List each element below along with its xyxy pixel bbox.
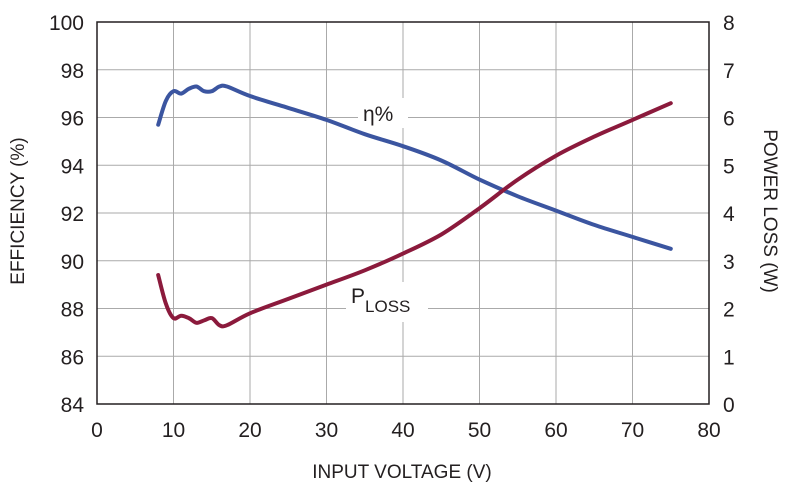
y-left-tick-label: 84 xyxy=(61,394,85,417)
y-left-tick-label: 92 xyxy=(61,203,84,226)
ploss-curve-label: PLOSS xyxy=(351,285,410,316)
y-left-tick-label: 96 xyxy=(61,108,84,131)
y-left-tick-label: 86 xyxy=(61,346,84,369)
y-right-tick-labels: 0 1 2 3 4 5 6 7 8 xyxy=(723,12,735,417)
x-tick-label: 30 xyxy=(315,419,338,442)
y-right-tick-label: 6 xyxy=(723,108,735,131)
y-left-tick-label: 90 xyxy=(61,251,84,274)
x-tick-label: 80 xyxy=(697,419,720,442)
y-right-tick-label: 5 xyxy=(723,155,735,178)
plot-frame xyxy=(96,21,710,405)
x-tick-labels: 0 10 20 30 40 50 60 70 80 xyxy=(91,419,721,442)
ploss-label-bg xyxy=(346,282,428,322)
eta-label-bg xyxy=(358,98,408,128)
efficiency-series-line xyxy=(156,83,673,251)
y-right-axis-title: POWER LOSS (W) xyxy=(759,129,780,293)
y-right-tick-label: 0 xyxy=(723,394,735,417)
x-axis-title: INPUT VOLTAGE (V) xyxy=(312,462,491,483)
y-right-tick-label: 8 xyxy=(723,12,735,35)
y-left-axis-title: EFFICIENCY (%) xyxy=(8,137,29,284)
x-tick-label: 50 xyxy=(468,419,491,442)
y-right-tick-label: 4 xyxy=(723,203,735,226)
y-right-tick-label: 7 xyxy=(723,60,735,83)
x-tick-label: 70 xyxy=(621,419,644,442)
x-tick-label: 10 xyxy=(162,419,185,442)
grid-lines xyxy=(96,21,710,405)
y-left-tick-label: 98 xyxy=(61,60,84,83)
y-left-tick-label: 100 xyxy=(49,12,84,35)
eta-curve-label: η% xyxy=(363,103,393,126)
y-left-tick-label: 94 xyxy=(61,155,85,178)
y-right-tick-label: 2 xyxy=(723,299,735,322)
x-tick-label: 60 xyxy=(544,419,567,442)
y-left-tick-label: 88 xyxy=(61,299,84,322)
x-tick-label: 0 xyxy=(91,419,103,442)
x-tick-label: 40 xyxy=(391,419,414,442)
power-loss-series-line xyxy=(156,101,673,329)
x-tick-label: 20 xyxy=(238,419,261,442)
y-right-tick-label: 1 xyxy=(723,346,735,369)
y-right-tick-label: 3 xyxy=(723,251,735,274)
series-layer xyxy=(156,83,673,329)
y-left-tick-labels: 84 86 88 90 92 94 96 98 100 xyxy=(49,12,84,417)
